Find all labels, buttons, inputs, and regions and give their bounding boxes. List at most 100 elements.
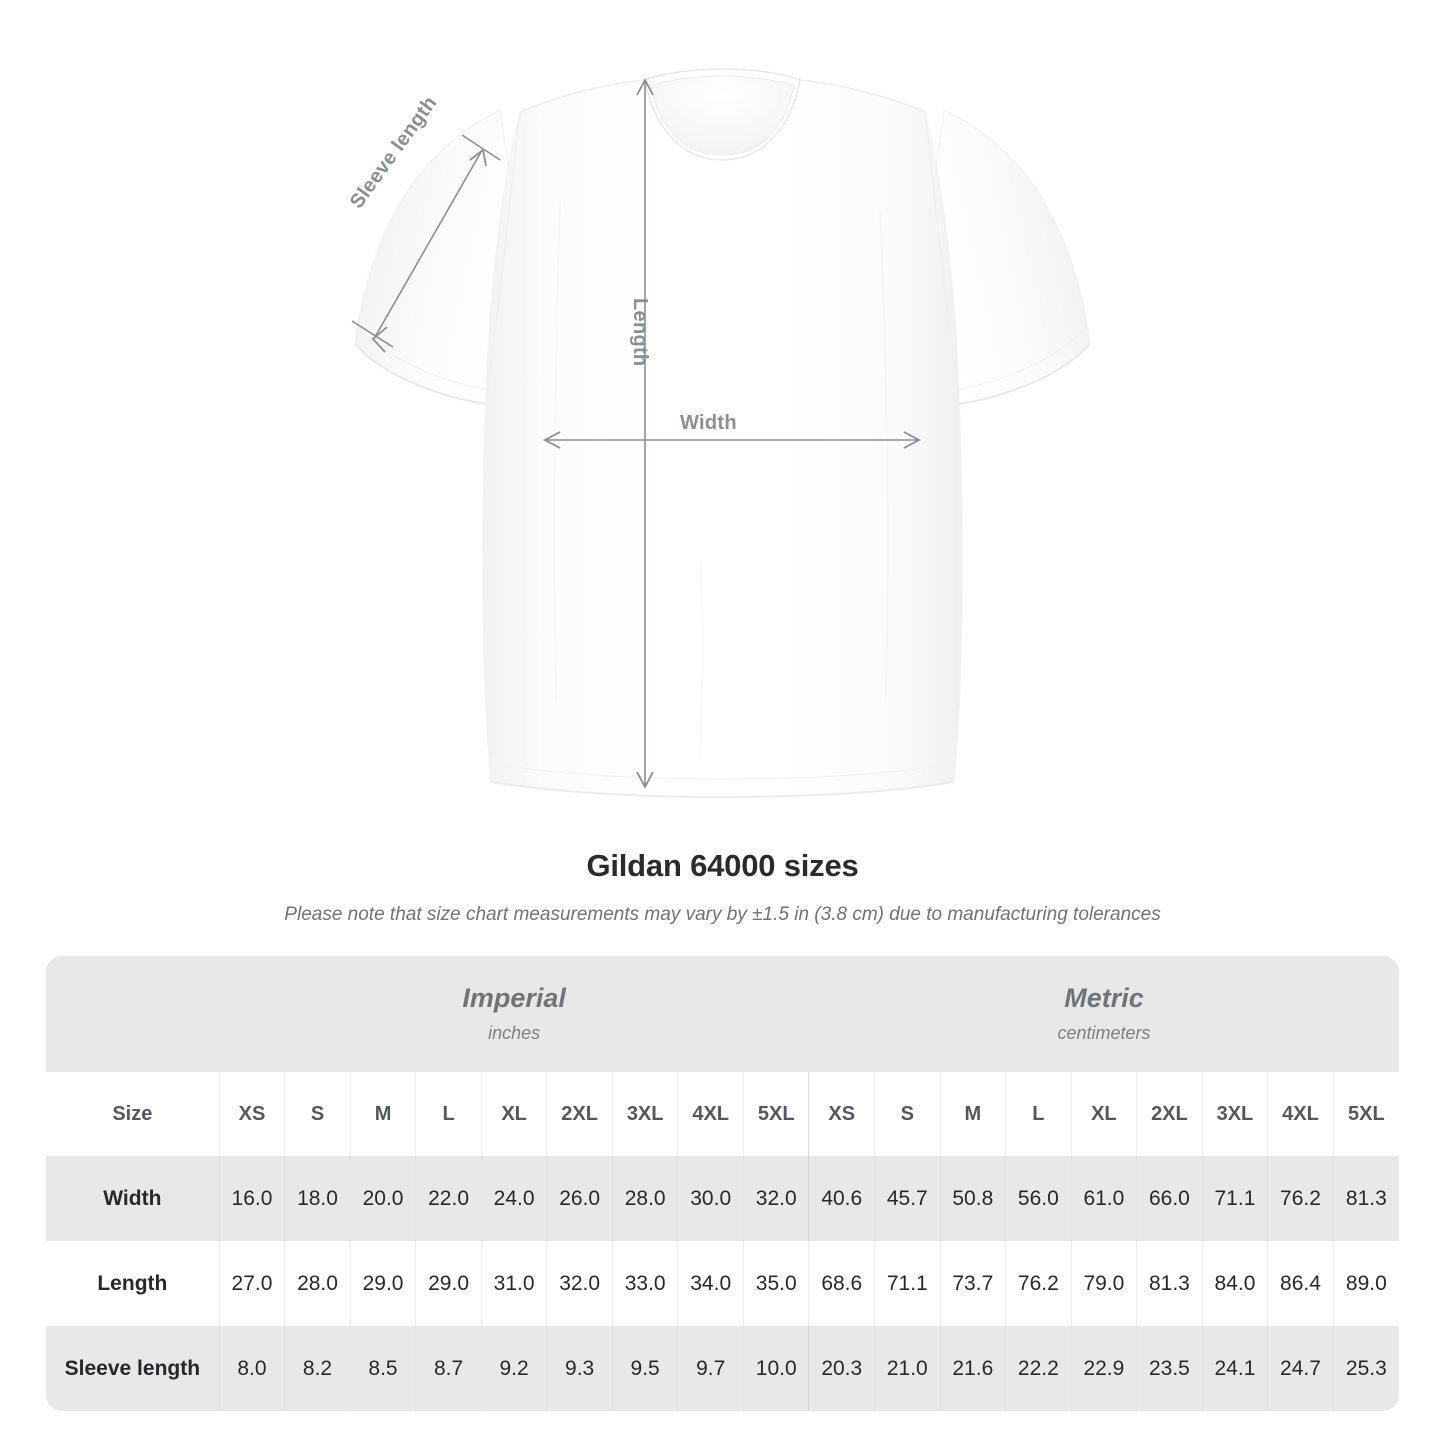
size-header-cell-metric-s: S xyxy=(874,1072,941,1156)
cell-metric-xl: 79.0 xyxy=(1070,1241,1137,1326)
cell-imperial-4xl: 9.7 xyxy=(677,1326,744,1411)
cell-imperial-xl: 24.0 xyxy=(480,1156,547,1241)
page-title: Gildan 64000 sizes xyxy=(586,848,859,883)
tshirt-diagram: Sleeve length Length Width xyxy=(346,68,1091,799)
title-block: Gildan 64000 sizes Please note that size… xyxy=(0,848,1445,926)
size-header-cell-imperial-l: L xyxy=(415,1072,482,1156)
cell-imperial-2xl: 26.0 xyxy=(546,1156,613,1241)
row-label-width: Width xyxy=(46,1156,220,1241)
size-header-cell-metric-3xl: 3XL xyxy=(1201,1072,1268,1156)
cell-metric-m: 73.7 xyxy=(939,1241,1006,1326)
size-chart-table-wrap: Imperial inches Metric centimeters Size XS S M L… xyxy=(46,956,1399,1411)
size-header-cell-metric-2xl: 2XL xyxy=(1136,1072,1203,1156)
cell-metric-4xl: 76.2 xyxy=(1267,1156,1334,1241)
cell-metric-5xl: 89.0 xyxy=(1332,1241,1399,1326)
size-header-cell-imperial-m: M xyxy=(349,1072,416,1156)
cell-imperial-xl: 9.2 xyxy=(480,1326,547,1411)
size-header-cell-imperial-2xl: 2XL xyxy=(546,1072,613,1156)
table-row: Sleeve length 8.0 8.2 8.5 8.7 9.2 9.3 9.5 9.7 10.… xyxy=(46,1326,1399,1411)
unit-subtitle: centimeters xyxy=(1057,1022,1151,1043)
cell-metric-3xl: 84.0 xyxy=(1201,1241,1268,1326)
length-dimension-arrow xyxy=(636,78,654,789)
cell-metric-4xl: 24.7 xyxy=(1267,1326,1334,1411)
cell-imperial-l: 22.0 xyxy=(415,1156,482,1241)
cell-imperial-2xl: 32.0 xyxy=(546,1241,613,1326)
size-header-label: Size xyxy=(46,1072,220,1156)
cell-metric-l: 56.0 xyxy=(1005,1156,1072,1241)
cell-metric-l: 76.2 xyxy=(1005,1241,1072,1326)
tshirt-illustration xyxy=(351,68,1091,799)
cell-imperial-3xl: 28.0 xyxy=(611,1156,678,1241)
cell-metric-5xl: 81.3 xyxy=(1332,1156,1399,1241)
unit-subtitle: inches xyxy=(488,1022,541,1043)
cell-imperial-4xl: 34.0 xyxy=(677,1241,744,1326)
unit-header-metric: Metric centimeters xyxy=(808,956,1399,1072)
cell-metric-2xl: 81.3 xyxy=(1136,1241,1203,1326)
unit-header-spacer xyxy=(46,956,220,1072)
unit-name: Metric xyxy=(1064,983,1144,1014)
cell-metric-s: 71.1 xyxy=(874,1241,941,1326)
cell-imperial-3xl: 33.0 xyxy=(611,1241,678,1326)
cell-imperial-l: 8.7 xyxy=(415,1326,482,1411)
cell-metric-3xl: 24.1 xyxy=(1201,1326,1268,1411)
cell-metric-l: 22.2 xyxy=(1005,1326,1072,1411)
cell-imperial-s: 8.2 xyxy=(284,1326,351,1411)
cell-imperial-xs: 8.0 xyxy=(218,1326,285,1411)
cell-imperial-s: 18.0 xyxy=(284,1156,351,1241)
cell-imperial-5xl: 10.0 xyxy=(742,1326,809,1411)
cell-imperial-m: 20.0 xyxy=(349,1156,416,1241)
size-header-cell-metric-4xl: 4XL xyxy=(1267,1072,1334,1156)
sleeve-length-dimension-arrow xyxy=(351,134,501,353)
cell-imperial-l: 29.0 xyxy=(415,1241,482,1326)
size-header-cell-imperial-xs: XS xyxy=(218,1072,285,1156)
cell-metric-xl: 22.9 xyxy=(1070,1326,1137,1411)
size-header-cell-metric-l: L xyxy=(1005,1072,1072,1156)
unit-name: Imperial xyxy=(462,983,566,1014)
size-header-row: Size XS S M L XL 2XL 3XL 4XL 5XL XS S M L XL 2XL 3XL 4XL 5… xyxy=(46,1072,1399,1156)
cell-metric-s: 45.7 xyxy=(874,1156,941,1241)
size-header-cell-imperial-5xl: 5XL xyxy=(742,1072,809,1156)
length-label: Length xyxy=(629,298,651,367)
cell-imperial-m: 29.0 xyxy=(349,1241,416,1326)
cell-imperial-5xl: 35.0 xyxy=(742,1241,809,1326)
tolerance-note: Please note that size chart measurements… xyxy=(284,904,1161,925)
cell-metric-3xl: 71.1 xyxy=(1201,1156,1268,1241)
cell-imperial-m: 8.5 xyxy=(349,1326,416,1411)
size-header-cell-imperial-xl: XL xyxy=(480,1072,547,1156)
cell-imperial-2xl: 9.3 xyxy=(546,1326,613,1411)
cell-metric-m: 50.8 xyxy=(939,1156,1006,1241)
cell-metric-4xl: 86.4 xyxy=(1267,1241,1334,1326)
cell-metric-xl: 61.0 xyxy=(1070,1156,1137,1241)
row-label-length: Length xyxy=(46,1241,220,1326)
row-label-sleeve-length: Sleeve length xyxy=(46,1326,220,1411)
width-dimension-arrow xyxy=(543,431,921,449)
unit-header-row: Imperial inches Metric centimeters xyxy=(46,956,1399,1072)
cell-imperial-5xl: 32.0 xyxy=(742,1156,809,1241)
size-header-cell-metric-xs: XS xyxy=(808,1072,875,1156)
size-header-cell-metric-5xl: 5XL xyxy=(1332,1072,1399,1156)
cell-metric-s: 21.0 xyxy=(874,1326,941,1411)
size-header-cell-imperial-3xl: 3XL xyxy=(611,1072,678,1156)
cell-imperial-3xl: 9.5 xyxy=(611,1326,678,1411)
cell-metric-xs: 40.6 xyxy=(808,1156,875,1241)
cell-metric-m: 21.6 xyxy=(939,1326,1006,1411)
cell-metric-2xl: 66.0 xyxy=(1136,1156,1203,1241)
cell-imperial-xs: 16.0 xyxy=(218,1156,285,1241)
unit-header-imperial: Imperial inches xyxy=(219,956,809,1072)
cell-metric-xs: 20.3 xyxy=(808,1326,875,1411)
size-header-cell-imperial-4xl: 4XL xyxy=(677,1072,744,1156)
width-label: Width xyxy=(680,412,737,434)
cell-metric-2xl: 23.5 xyxy=(1136,1326,1203,1411)
cell-metric-5xl: 25.3 xyxy=(1332,1326,1399,1411)
cell-imperial-xs: 27.0 xyxy=(218,1241,285,1326)
cell-imperial-s: 28.0 xyxy=(284,1241,351,1326)
size-chart-table: Imperial inches Metric centimeters Size XS S M L… xyxy=(46,956,1399,1411)
size-header-cell-metric-m: M xyxy=(939,1072,1006,1156)
cell-metric-xs: 68.6 xyxy=(808,1241,875,1326)
table-row: Length 27.0 28.0 29.0 29.0 31.0 32.0 33.0 34.0 35… xyxy=(46,1241,1399,1326)
cell-imperial-4xl: 30.0 xyxy=(677,1156,744,1241)
size-header-cell-imperial-s: S xyxy=(284,1072,351,1156)
cell-imperial-xl: 31.0 xyxy=(480,1241,547,1326)
table-row: Width 16.0 18.0 20.0 22.0 24.0 26.0 28.0 30.0 32.… xyxy=(46,1156,1399,1241)
size-header-cell-metric-xl: XL xyxy=(1070,1072,1137,1156)
